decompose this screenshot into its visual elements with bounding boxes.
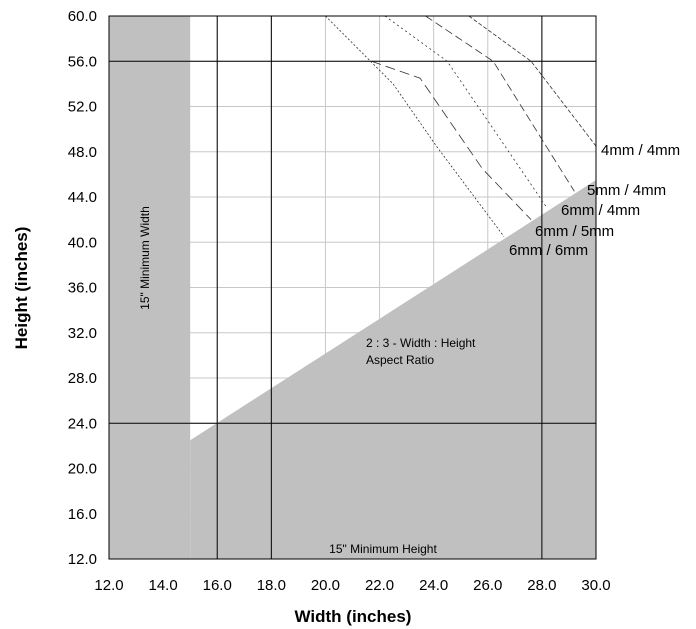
min-height-region [109,180,596,559]
aspect-ratio-annotation: Aspect Ratio [366,353,434,367]
x-tick-label: 26.0 [473,577,502,594]
aspect-ratio-annotation: 2 : 3 - Width : Height [366,336,476,350]
x-tick-label: 12.0 [94,577,123,594]
y-tick-label: 24.0 [68,415,97,432]
plot-frame [108,15,597,560]
x-tick-label: 18.0 [257,577,286,594]
series-lines [325,15,597,237]
y-tick-label: 56.0 [68,53,97,70]
x-axis-title: Width (inches) [295,607,412,626]
x-tick-label: 30.0 [581,577,610,594]
x-tick-labels: 12.0 14.0 16.0 18.0 20.0 22.0 24.0 26.0 28.0 30.0 [94,577,610,594]
series-label: 6mm / 5mm [535,223,614,240]
y-axis-title: Height (inches) [12,227,31,350]
y-tick-label: 12.0 [68,551,97,568]
x-tick-label: 24.0 [419,577,448,594]
y-tick-label: 28.0 [68,370,97,387]
series-label: 6mm / 6mm [509,242,588,259]
y-tick-label: 40.0 [68,234,97,251]
min-width-label: 15" Minimum Width [138,206,152,310]
y-tick-label: 44.0 [68,189,97,206]
y-tick-label: 32.0 [68,325,97,342]
series-line [425,15,575,192]
series-label: 5mm / 4mm [587,182,666,199]
y-tick-label: 20.0 [68,461,97,478]
y-tick-label: 48.0 [68,144,97,161]
x-tick-label: 22.0 [365,577,394,594]
series-label: 6mm / 4mm [561,202,640,219]
x-tick-label: 16.0 [203,577,232,594]
series-line [325,15,505,237]
series-line [468,15,597,147]
reference-lines [109,16,596,559]
y-tick-labels: 12.0 16.0 20.0 24.0 28.0 32.0 36.0 40.0 44.0 48.0… [68,8,97,568]
x-tick-label: 28.0 [527,577,556,594]
y-tick-label: 52.0 [68,99,97,116]
min-height-label: 15" Minimum Height [329,542,437,556]
series-line [371,60,532,220]
chart-labels: 15" Minimum Width 15" Minimum Height 2 : 3… [138,142,680,556]
y-tick-label: 16.0 [68,506,97,523]
series-label: 4mm / 4mm [601,142,680,159]
y-tick-label: 36.0 [68,280,97,297]
y-tick-label: 60.0 [68,8,97,25]
x-tick-label: 14.0 [149,577,178,594]
series-line [384,15,548,209]
x-tick-label: 20.0 [311,577,340,594]
